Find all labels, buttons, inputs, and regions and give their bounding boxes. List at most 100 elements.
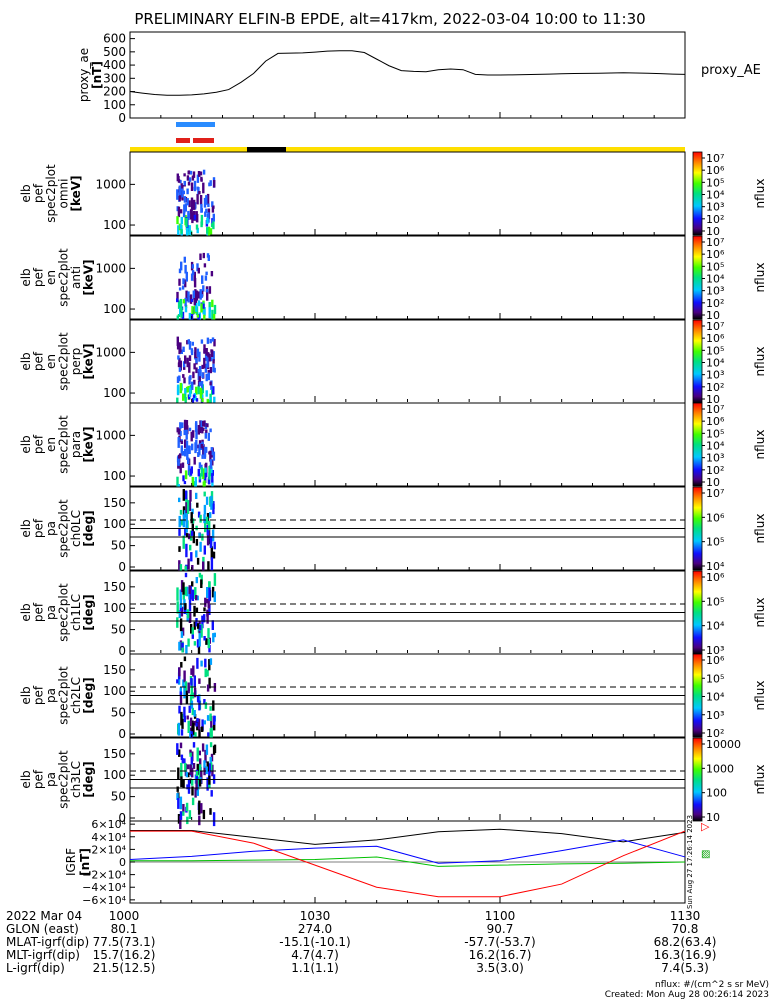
spectrogram-cell <box>192 742 196 748</box>
spectrogram-cell <box>184 490 188 500</box>
footer-value: 80.1 <box>110 922 138 936</box>
y-tick-label: 100 <box>103 302 126 316</box>
y-tick-label: 100 <box>103 601 126 615</box>
spectrogram-cell <box>204 519 207 533</box>
spectrogram-cell <box>190 200 194 210</box>
spectrogram-cell <box>211 337 215 342</box>
spectrogram-cell <box>192 665 195 677</box>
spectrogram-cell <box>203 263 207 268</box>
spectrogram-cell <box>211 201 214 207</box>
spectrogram-cell <box>187 772 190 778</box>
spectrogram-cell <box>212 633 215 643</box>
spectrogram-cell <box>212 219 215 230</box>
spectrogram-cell <box>180 224 183 234</box>
footer-label: 2022 Mar 04 <box>6 909 83 923</box>
colorbar-tick-label: 10 <box>706 393 720 406</box>
colorbar-tick-label: 10 <box>706 225 720 238</box>
spectrogram-cell <box>178 528 181 536</box>
panel-ylabel: elb <box>19 603 33 621</box>
spectrogram-cell <box>187 181 191 186</box>
spectrogram-cell <box>211 349 214 357</box>
spectrogram-cell <box>187 638 190 647</box>
spectrogram-cell <box>191 581 194 587</box>
spectrogram-cell <box>179 509 183 515</box>
spectrogram-cell <box>213 396 216 406</box>
panel-ylabel: pa <box>44 772 58 787</box>
spectrogram-cell <box>213 367 216 373</box>
spectrogram-cell <box>188 341 192 350</box>
colorbar-tick-label: 10² <box>706 297 724 310</box>
spectrogram-cell <box>195 550 198 558</box>
panel-ylabel: spec2plot <box>57 750 71 809</box>
spectrogram-cell <box>193 456 196 465</box>
spectrogram-cell <box>206 227 209 234</box>
spectrogram-cell <box>205 348 208 356</box>
spectrogram-cell <box>179 598 183 608</box>
spectrogram-cell <box>182 475 185 482</box>
colorbar-tick-label: 10² <box>706 727 724 740</box>
spectrogram-cell <box>197 511 201 518</box>
spectrogram-cell <box>204 658 207 668</box>
spectrogram-cell <box>190 756 193 765</box>
spectrogram-cell <box>207 732 210 737</box>
spectrogram-cell <box>206 684 210 692</box>
spectrogram-cell <box>189 317 192 321</box>
spectrogram-cell <box>191 476 194 486</box>
spectrogram-cell <box>185 290 188 302</box>
y-tick-label: 100 <box>103 98 126 112</box>
spectrogram-cell <box>177 428 181 435</box>
spectrogram-cell <box>192 371 195 379</box>
spectrogram-cell <box>198 633 201 647</box>
spectrogram-cell <box>211 529 215 542</box>
spectrogram-cell <box>187 764 190 770</box>
spectrogram-cell <box>204 463 207 469</box>
spectrogram-cell <box>196 595 199 601</box>
spectrogram-cell <box>187 465 191 476</box>
footer-row-mlt: MLT-igrf(dip) 15.7(16.2) 4.7(4.7) 16.2(1… <box>0 948 775 962</box>
panel-ylabel: elb <box>19 686 33 704</box>
spectrogram-cell <box>188 427 192 432</box>
spectrogram-cell <box>193 641 197 646</box>
spectrogram-cell <box>208 604 211 615</box>
spectrogram-cell <box>206 398 209 406</box>
spectrogram-cell <box>189 230 193 237</box>
spectrogram-cell <box>178 185 182 196</box>
y-tick-label: 100 <box>103 517 126 531</box>
state-bar-yellow <box>130 147 685 152</box>
spectrogram-cell <box>206 290 209 301</box>
spectrogram-cell <box>195 607 199 613</box>
spectrogram-cell <box>177 206 181 218</box>
spectrogram-cell <box>200 339 204 344</box>
spectrogram-cell <box>188 376 191 385</box>
y-tick-label: 600 <box>103 32 126 46</box>
proxy-ae-ylabel-1: proxy_ae <box>77 48 91 102</box>
spectrogram-cell <box>196 193 199 205</box>
spectrogram-cell <box>213 591 216 603</box>
spectrogram-cell <box>180 580 184 593</box>
spectrogram-cell <box>180 606 184 617</box>
spectrogram-cell <box>208 659 211 671</box>
spectrogram-cell <box>190 685 193 698</box>
footer-label: GLON (east) <box>6 922 79 936</box>
spectrogram-cell <box>185 520 188 533</box>
spectrogram-cell <box>187 682 190 694</box>
y-tick-label: 6×10⁴ <box>91 818 126 831</box>
spectrogram-cell <box>205 271 208 276</box>
colorbar-label: nflux <box>753 263 767 293</box>
proxy-ae-line <box>129 50 686 96</box>
spectrogram-cell <box>184 565 187 575</box>
spectrogram-cell <box>207 600 210 609</box>
spectrogram-cell <box>196 557 200 565</box>
y-tick-label: −6×10⁴ <box>82 894 126 907</box>
spectrogram-cell <box>198 700 201 711</box>
panel-ylabel: [deg] <box>82 761 96 797</box>
spectrogram-cell <box>179 307 182 315</box>
spectrogram-cell <box>209 339 212 344</box>
colorbar-tick-label: 10⁴ <box>706 620 725 633</box>
spectrogram-cell <box>191 270 195 276</box>
panel-ylabel: [keV] <box>69 175 83 211</box>
spectrogram-cell <box>194 788 197 798</box>
spectrogram-cell <box>179 796 183 810</box>
